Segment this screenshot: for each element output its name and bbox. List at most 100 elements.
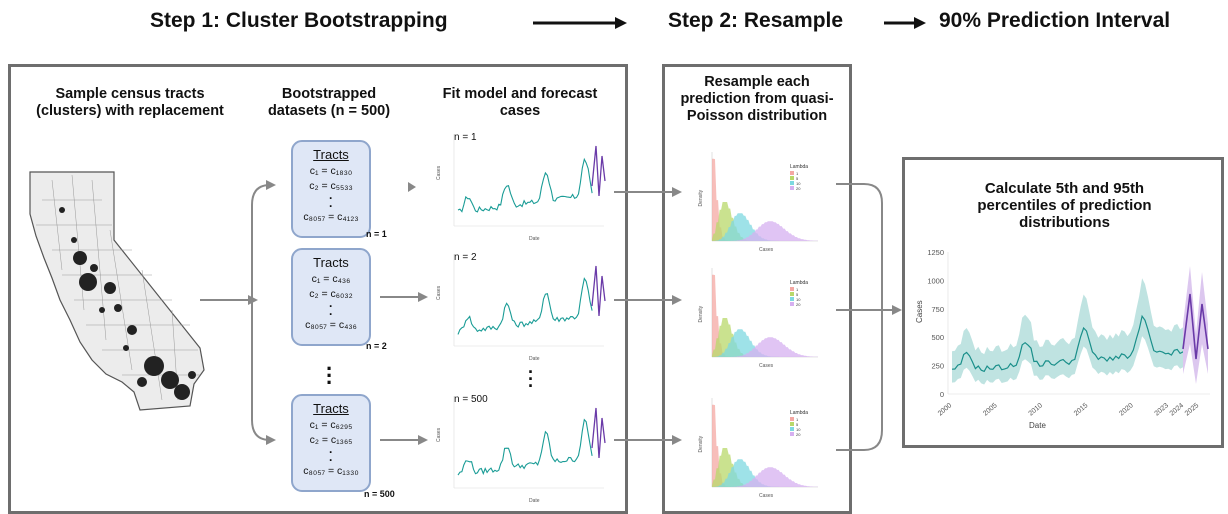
forecast-plot-3: Cases Date n = 500: [432, 390, 612, 505]
col5-title: Calculate 5th and 95th percentiles of pre…: [977, 180, 1152, 231]
x-tick-label: 2024: [1169, 402, 1186, 417]
y-axis-label: Density: [698, 435, 704, 452]
legend-label: 20: [796, 432, 801, 437]
col4-title: Resample each prediction from quasi- Poiss…: [680, 74, 834, 124]
col3-title: Fit model and forecast cases: [442, 86, 598, 119]
arrow-forecast-1: [614, 187, 682, 197]
tracts-header: Tracts: [313, 401, 349, 416]
y-axis-label: Cases: [436, 427, 442, 442]
x-tick-label: 2000: [937, 402, 954, 417]
density-curve-10: [712, 329, 818, 357]
density-curve-10: [712, 459, 818, 487]
x-axis-label: Date: [529, 356, 540, 362]
x-tick-label: 2025: [1184, 402, 1201, 417]
history-line: [457, 418, 593, 476]
arrow-forecast-3: [614, 435, 682, 445]
legend-swatch: [790, 186, 794, 190]
y-axis-label: Cases: [915, 300, 924, 323]
legend-label: 5: [796, 176, 799, 181]
forecast-line: [591, 145, 606, 197]
forecast-plot-2: Cases Date n = 2: [432, 248, 612, 363]
dataset-n-label-2: n = 2: [366, 341, 387, 351]
vertical-ellipsis-2: · · ·: [528, 362, 534, 396]
dataset-n-label-1: n = 1: [366, 229, 387, 239]
legend-swatch: [790, 176, 794, 180]
legend-swatch: [790, 297, 794, 301]
x-tick-label: 2023: [1154, 402, 1171, 417]
legend-swatch: [790, 181, 794, 185]
dataset-box-2: Tracts c₁ = c₄₃₆ c₂ = c₆₀₃₂ · · c₈₀₅₇ = c…: [291, 248, 371, 346]
legend-label: 20: [796, 302, 801, 307]
dataset-n-label-3: n = 500: [364, 489, 395, 499]
final-prediction-plot: 0 250 500 750 1000 1250 2000 2005 2010 2015 2020 20…: [912, 244, 1217, 444]
legend-title: Lambda: [790, 410, 808, 416]
legend-label: 5: [796, 422, 799, 427]
legend-swatch: [790, 287, 794, 291]
x-tick-label: 2005: [982, 402, 999, 417]
legend-label: 10: [796, 297, 801, 302]
history-line: [951, 314, 1184, 373]
legend-swatch: [790, 422, 794, 426]
legend-swatch: [790, 432, 794, 436]
col1-title: Sample census tracts (clusters) with repl…: [36, 86, 224, 119]
bracket-right: [836, 183, 902, 451]
density-plot-3: Lambda 1 5 10 20 Density Cases: [690, 392, 840, 502]
legend-swatch: [790, 292, 794, 296]
tracts-header: Tracts: [313, 255, 349, 270]
x-axis-label: Cases: [759, 247, 774, 253]
tracts-header: Tracts: [313, 147, 349, 162]
forecast-line: [591, 407, 606, 459]
forecast-line: [1182, 293, 1209, 360]
density-plot-1: Lambda 1 5 10 20 Density Cases: [690, 146, 840, 256]
dataset-box-1: Tracts c₁ = c₁₈₃₀ c₂ = c₅₅₃₃ · · c₈₀₅₇ = …: [291, 140, 371, 238]
arrow-small-1: [408, 182, 416, 192]
forecast-line: [591, 265, 606, 317]
legend-swatch: [790, 302, 794, 306]
y-axis-label: Cases: [436, 165, 442, 180]
header-arrow-2: [884, 17, 926, 29]
legend-label: 20: [796, 186, 801, 191]
forecast-plot-1: Cases Date n = 1: [432, 128, 612, 243]
dataset-box-3: Tracts c₁ = c₆₂₉₅ c₂ = c₁₃₆₅ · · c₈₀₅₇ = …: [291, 394, 371, 492]
x-axis-label: Date: [1029, 421, 1046, 430]
x-axis-label: Date: [529, 236, 540, 242]
y-axis-label: Density: [698, 305, 704, 322]
arrow-dataset-2: [380, 292, 428, 302]
legend-label: 10: [796, 181, 801, 186]
y-tick-label: 250: [931, 362, 944, 371]
step3-panel: [902, 157, 1224, 448]
arrow-forecast-2: [614, 295, 682, 305]
y-tick-label: 0: [940, 390, 944, 399]
history-line: [457, 157, 593, 213]
vertical-ellipsis: · · ·: [326, 356, 334, 395]
y-tick-label: 750: [931, 305, 944, 314]
step3-title: 90% Prediction Interval: [939, 9, 1171, 32]
step1-title: Step 1: Cluster Bootstrapping: [150, 9, 448, 32]
legend-label: 10: [796, 427, 801, 432]
col2-title: Bootstrapped datasets (n = 500): [267, 86, 391, 119]
legend-label: 5: [796, 292, 799, 297]
arrow-dataset-3: [380, 435, 428, 445]
density-plot-2: Lambda 1 5 10 20 Density Cases: [690, 262, 840, 372]
x-axis-label: Cases: [759, 363, 774, 369]
x-tick-label: 2010: [1028, 402, 1045, 417]
density-curve-20: [712, 467, 818, 487]
legend-label: 1: [796, 171, 799, 176]
prediction-band: [952, 278, 1184, 385]
header-arrow-1: [533, 17, 627, 29]
bracket-arrows: [251, 180, 276, 445]
step2-title: Step 2: Resample: [668, 9, 844, 32]
density-curve-20: [712, 337, 818, 357]
y-axis-label: Cases: [436, 285, 442, 300]
legend-swatch: [790, 427, 794, 431]
density-curve-20: [712, 221, 818, 241]
x-tick-label: 2020: [1118, 402, 1135, 417]
y-axis-label: Density: [698, 189, 704, 206]
legend-title: Lambda: [790, 280, 808, 286]
legend-swatch: [790, 171, 794, 175]
x-axis-label: Cases: [759, 493, 774, 499]
legend-swatch: [790, 417, 794, 421]
y-tick-label: 500: [931, 333, 944, 342]
y-tick-label: 1250: [927, 248, 944, 257]
legend-label: 1: [796, 287, 799, 292]
